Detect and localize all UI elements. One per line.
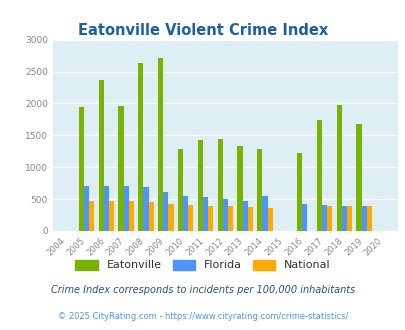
Bar — [247, 207, 252, 231]
Bar — [208, 206, 213, 231]
Bar — [143, 187, 148, 231]
Bar — [237, 146, 242, 231]
Text: Eatonville Violent Crime Index: Eatonville Violent Crime Index — [78, 23, 327, 38]
Bar — [118, 106, 123, 231]
Bar — [361, 206, 366, 231]
Bar — [262, 196, 267, 231]
Bar — [356, 124, 361, 231]
Bar — [98, 81, 104, 231]
Bar — [158, 58, 163, 231]
Legend: Eatonville, Florida, National: Eatonville, Florida, National — [72, 256, 333, 274]
Bar — [148, 202, 153, 231]
Bar — [227, 206, 232, 231]
Bar — [321, 205, 326, 231]
Bar — [242, 201, 247, 231]
Bar — [267, 208, 272, 231]
Bar — [296, 153, 301, 231]
Text: Crime Index corresponds to incidents per 100,000 inhabitants: Crime Index corresponds to incidents per… — [51, 285, 354, 295]
Bar — [109, 201, 114, 231]
Bar — [188, 205, 193, 231]
Bar — [202, 197, 208, 231]
Bar — [341, 206, 346, 231]
Bar — [316, 120, 321, 231]
Bar — [257, 149, 262, 231]
Bar — [177, 149, 183, 231]
Bar — [183, 196, 188, 231]
Bar — [326, 206, 331, 231]
Bar — [301, 204, 307, 231]
Bar — [123, 186, 128, 231]
Bar — [222, 199, 227, 231]
Bar — [79, 107, 84, 231]
Bar — [104, 186, 109, 231]
Bar — [163, 192, 168, 231]
Bar — [128, 201, 134, 231]
Bar — [138, 63, 143, 231]
Text: © 2025 CityRating.com - https://www.cityrating.com/crime-statistics/: © 2025 CityRating.com - https://www.city… — [58, 312, 347, 321]
Bar — [197, 140, 202, 231]
Bar — [168, 204, 173, 231]
Bar — [346, 206, 351, 231]
Bar — [89, 201, 94, 231]
Bar — [366, 206, 371, 231]
Bar — [336, 105, 341, 231]
Bar — [84, 186, 89, 231]
Bar — [217, 139, 222, 231]
